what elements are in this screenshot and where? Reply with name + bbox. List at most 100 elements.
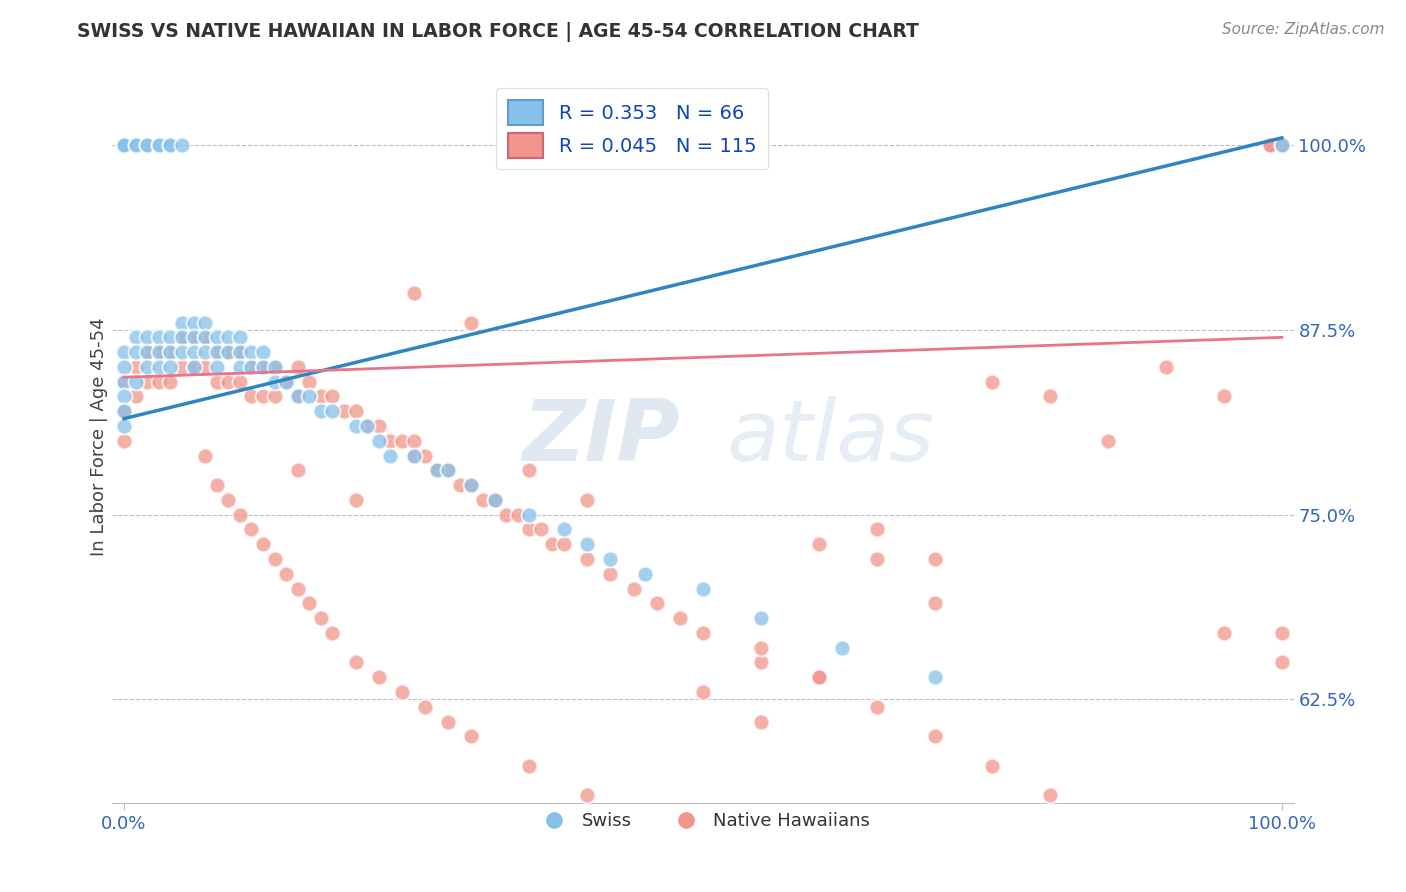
Text: Source: ZipAtlas.com: Source: ZipAtlas.com	[1222, 22, 1385, 37]
Point	[1271, 138, 1294, 153]
Point	[495, 508, 517, 522]
Point	[136, 330, 159, 344]
Text: SWISS VS NATIVE HAWAIIAN IN LABOR FORCE | AGE 45-54 CORRELATION CHART: SWISS VS NATIVE HAWAIIAN IN LABOR FORCE …	[77, 22, 920, 42]
Point	[159, 359, 181, 374]
Point	[484, 492, 506, 507]
Point	[472, 492, 495, 507]
Point	[240, 359, 263, 374]
Point	[449, 478, 471, 492]
Point	[1271, 138, 1294, 153]
Point	[749, 656, 772, 670]
Point	[159, 330, 181, 344]
Point	[749, 714, 772, 729]
Point	[136, 138, 159, 153]
Point	[402, 285, 425, 300]
Point	[576, 537, 599, 551]
Point	[112, 359, 135, 374]
Point	[380, 449, 402, 463]
Point	[576, 789, 599, 803]
Point	[194, 330, 217, 344]
Point	[124, 375, 146, 389]
Point	[124, 138, 146, 153]
Point	[263, 359, 285, 374]
Point	[634, 818, 657, 832]
Point	[229, 375, 252, 389]
Point	[576, 492, 599, 507]
Point	[287, 582, 309, 596]
Legend: Swiss, Native Hawaiians: Swiss, Native Hawaiians	[529, 805, 877, 838]
Point	[229, 359, 252, 374]
Point	[287, 389, 309, 403]
Point	[321, 404, 343, 418]
Point	[112, 138, 135, 153]
Point	[252, 345, 274, 359]
Point	[170, 316, 193, 330]
Point	[506, 508, 529, 522]
Point	[112, 389, 135, 403]
Point	[240, 523, 263, 537]
Y-axis label: In Labor Force | Age 45-54: In Labor Force | Age 45-54	[90, 318, 108, 557]
Point	[807, 670, 830, 684]
Point	[217, 330, 239, 344]
Point	[159, 138, 181, 153]
Point	[276, 375, 298, 389]
Point	[240, 389, 263, 403]
Point	[240, 359, 263, 374]
Point	[170, 330, 193, 344]
Point	[356, 419, 378, 434]
Point	[309, 404, 332, 418]
Point	[517, 463, 540, 477]
Point	[356, 419, 378, 434]
Point	[866, 523, 889, 537]
Point	[391, 434, 413, 448]
Point	[321, 389, 343, 403]
Point	[517, 508, 540, 522]
Point	[217, 345, 239, 359]
Point	[344, 492, 367, 507]
Point	[1213, 389, 1236, 403]
Point	[159, 138, 181, 153]
Point	[217, 492, 239, 507]
Point	[217, 345, 239, 359]
Point	[148, 330, 170, 344]
Point	[530, 523, 553, 537]
Point	[367, 670, 389, 684]
Point	[263, 552, 285, 566]
Point	[148, 138, 170, 153]
Point	[367, 434, 389, 448]
Point	[136, 375, 159, 389]
Point	[298, 596, 321, 610]
Point	[367, 419, 389, 434]
Point	[159, 375, 181, 389]
Point	[1271, 625, 1294, 640]
Point	[807, 670, 830, 684]
Point	[112, 345, 135, 359]
Point	[924, 670, 946, 684]
Point	[205, 478, 228, 492]
Point	[344, 404, 367, 418]
Point	[252, 359, 274, 374]
Point	[136, 345, 159, 359]
Point	[263, 359, 285, 374]
Point	[194, 330, 217, 344]
Point	[866, 699, 889, 714]
Point	[136, 359, 159, 374]
Point	[426, 463, 449, 477]
Point	[1039, 389, 1062, 403]
Point	[599, 552, 621, 566]
Point	[437, 463, 460, 477]
Point	[924, 729, 946, 743]
Point	[112, 138, 135, 153]
Point	[194, 316, 217, 330]
Point	[252, 359, 274, 374]
Point	[148, 345, 170, 359]
Point	[1260, 138, 1282, 153]
Point	[517, 759, 540, 773]
Point	[460, 729, 482, 743]
Point	[460, 478, 482, 492]
Point	[553, 537, 575, 551]
Point	[287, 389, 309, 403]
Point	[321, 625, 343, 640]
Point	[240, 345, 263, 359]
Point	[252, 389, 274, 403]
